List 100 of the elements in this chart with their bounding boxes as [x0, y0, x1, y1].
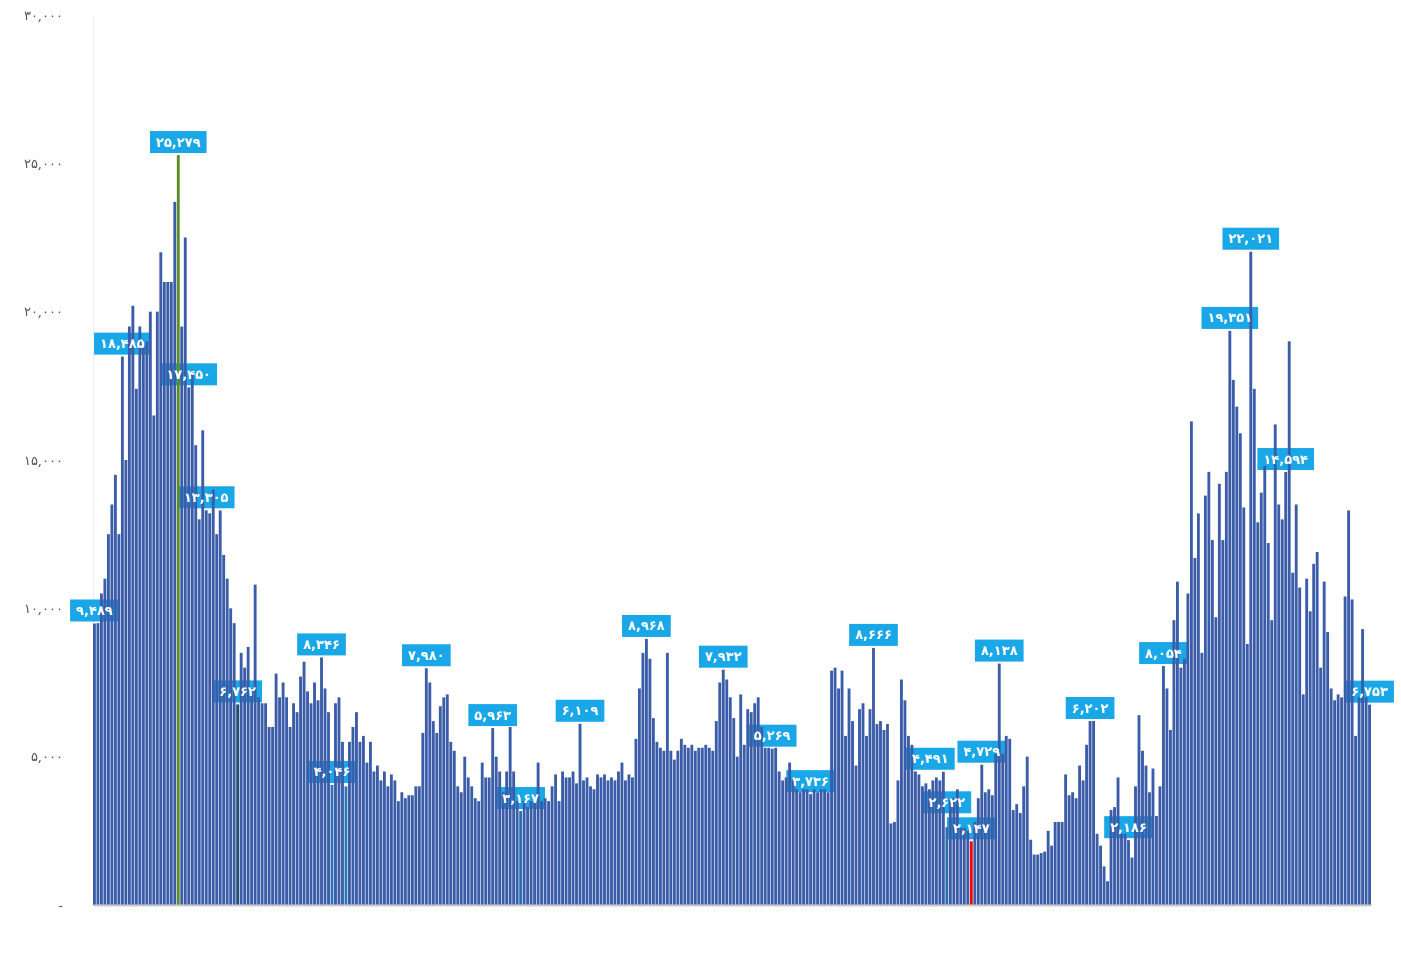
data-label: ۷,۹۸۰	[407, 647, 445, 663]
bar	[1162, 666, 1165, 905]
bar	[1217, 483, 1221, 905]
bar	[830, 670, 833, 905]
bar	[1025, 756, 1029, 905]
bar	[1347, 510, 1351, 905]
bar	[798, 792, 802, 905]
bar	[236, 704, 240, 905]
data-label: ۸,۰۵۴	[1145, 645, 1182, 661]
bar	[407, 795, 411, 905]
bar	[1057, 821, 1061, 905]
bar	[1315, 551, 1319, 905]
bar	[159, 252, 163, 905]
y-tick-label: ۳۰,۰۰۰	[23, 7, 63, 23]
bar	[480, 762, 484, 905]
bar	[945, 827, 949, 905]
bar	[368, 741, 372, 905]
data-label: ۲۲,۰۲۱	[1228, 231, 1274, 247]
bar	[148, 311, 152, 905]
data-label: ۱۴,۵۹۴	[1263, 451, 1309, 467]
bar	[561, 771, 564, 905]
data-label: ۸,۶۶۶	[855, 627, 892, 643]
bar	[746, 709, 750, 905]
bar	[554, 774, 558, 905]
bar	[1228, 330, 1232, 905]
bar	[1305, 578, 1309, 905]
data-label: ۲,۱۴۷	[952, 820, 990, 836]
bar	[679, 738, 683, 905]
bar	[543, 798, 547, 905]
bar	[400, 792, 404, 905]
bar	[1263, 465, 1267, 905]
bar	[389, 774, 393, 905]
y-tick-label: ۱۵,۰۰۰	[23, 452, 63, 468]
bar	[770, 748, 774, 905]
data-label: ۴,۰۴۶	[313, 764, 351, 780]
data-label: ۲,۱۸۶	[1110, 819, 1147, 835]
bar	[700, 747, 704, 905]
bar	[1092, 721, 1096, 905]
bar	[697, 747, 701, 905]
bar	[879, 721, 882, 905]
bar	[218, 510, 222, 905]
bar	[1008, 738, 1012, 905]
bar	[424, 668, 428, 905]
bar	[1015, 804, 1019, 905]
bar	[872, 647, 875, 905]
bar	[442, 697, 446, 905]
bar	[665, 652, 669, 905]
bar	[1249, 251, 1253, 905]
bar	[113, 474, 117, 905]
bar	[355, 712, 358, 905]
bar	[1046, 830, 1050, 905]
bar	[166, 282, 170, 905]
bar	[491, 728, 495, 905]
bar	[1088, 721, 1092, 905]
data-label: ۶,۱۰۹	[561, 703, 599, 719]
y-tick-label: -	[58, 897, 63, 913]
bar	[774, 747, 778, 905]
bar	[1336, 694, 1340, 905]
data-label: ۸,۱۳۸	[980, 643, 1018, 659]
bar	[375, 765, 379, 905]
bar	[917, 774, 921, 905]
bar	[603, 774, 606, 905]
bar	[1207, 471, 1211, 905]
y-tick-label: ۲۵,۰۰۰	[23, 155, 63, 171]
bar	[823, 789, 827, 905]
data-label: ۱۸,۴۸۵	[100, 336, 145, 352]
data-label: ۳,۱۶۷	[502, 790, 540, 806]
bar	[610, 777, 613, 905]
bar	[788, 762, 792, 905]
bar	[900, 679, 903, 905]
data-label: ۲,۶۲۲	[928, 794, 966, 810]
bar	[414, 786, 418, 905]
bar	[596, 774, 599, 905]
bar	[274, 673, 278, 905]
bar	[1036, 854, 1040, 905]
bar	[707, 747, 711, 905]
data-label: ۶,۲۰۲	[1071, 700, 1109, 716]
y-tick-label: ۱۰,۰۰۰	[23, 600, 63, 616]
bar	[886, 724, 889, 905]
bar	[519, 811, 523, 905]
bar	[805, 789, 809, 905]
data-label: ۸,۳۴۶	[303, 636, 340, 652]
bar	[445, 694, 449, 905]
bar	[1004, 735, 1008, 905]
bar	[1064, 774, 1068, 905]
bar	[313, 682, 316, 905]
bar	[767, 747, 771, 905]
bar	[739, 694, 743, 905]
y-tick-label: ۲۰,۰۰۰	[23, 304, 63, 320]
bar	[802, 789, 806, 905]
bar	[924, 783, 928, 905]
bar	[1053, 821, 1057, 905]
bar	[382, 771, 386, 905]
bar	[686, 747, 690, 905]
bar	[120, 356, 124, 905]
bar	[264, 703, 268, 905]
bar	[463, 756, 467, 905]
data-label: ۹,۴۸۹	[76, 602, 113, 618]
bar	[1189, 421, 1193, 905]
bar	[721, 669, 725, 905]
